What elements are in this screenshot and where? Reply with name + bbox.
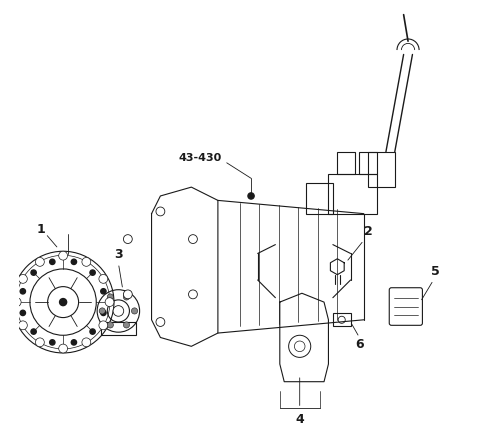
Circle shape — [71, 340, 76, 345]
Circle shape — [189, 290, 197, 299]
Circle shape — [156, 207, 165, 216]
Circle shape — [107, 322, 113, 328]
Circle shape — [123, 294, 130, 300]
Circle shape — [90, 329, 95, 334]
Circle shape — [82, 338, 91, 347]
Circle shape — [31, 329, 36, 334]
Circle shape — [60, 299, 67, 306]
Circle shape — [49, 259, 55, 264]
Circle shape — [189, 235, 197, 243]
Circle shape — [18, 275, 27, 283]
Circle shape — [248, 193, 254, 199]
Circle shape — [36, 338, 44, 347]
Text: 6: 6 — [355, 338, 364, 351]
Circle shape — [59, 251, 68, 260]
Circle shape — [49, 340, 55, 345]
Text: 43-430: 43-430 — [179, 154, 222, 163]
Circle shape — [105, 298, 114, 307]
Circle shape — [20, 310, 25, 316]
Text: 2: 2 — [364, 225, 372, 238]
Circle shape — [71, 259, 76, 264]
Text: 1: 1 — [36, 222, 46, 236]
Circle shape — [338, 316, 345, 324]
Circle shape — [123, 322, 130, 328]
Circle shape — [36, 258, 44, 266]
Text: 5: 5 — [432, 265, 440, 278]
Circle shape — [101, 289, 106, 294]
Circle shape — [18, 321, 27, 330]
Circle shape — [123, 290, 132, 299]
Text: 4: 4 — [295, 413, 304, 426]
Circle shape — [123, 235, 132, 243]
Circle shape — [107, 294, 113, 300]
Circle shape — [294, 341, 305, 352]
Circle shape — [156, 318, 165, 327]
Circle shape — [12, 298, 21, 307]
Text: 3: 3 — [114, 248, 123, 261]
Circle shape — [90, 270, 95, 275]
Circle shape — [99, 321, 108, 330]
Bar — [101, 322, 136, 335]
Circle shape — [20, 289, 25, 294]
Circle shape — [31, 270, 36, 275]
Circle shape — [132, 308, 138, 314]
Circle shape — [59, 344, 68, 353]
Circle shape — [99, 275, 108, 283]
Circle shape — [113, 306, 124, 316]
Circle shape — [82, 258, 91, 266]
Circle shape — [288, 335, 311, 357]
Circle shape — [101, 310, 106, 316]
Circle shape — [99, 308, 105, 314]
